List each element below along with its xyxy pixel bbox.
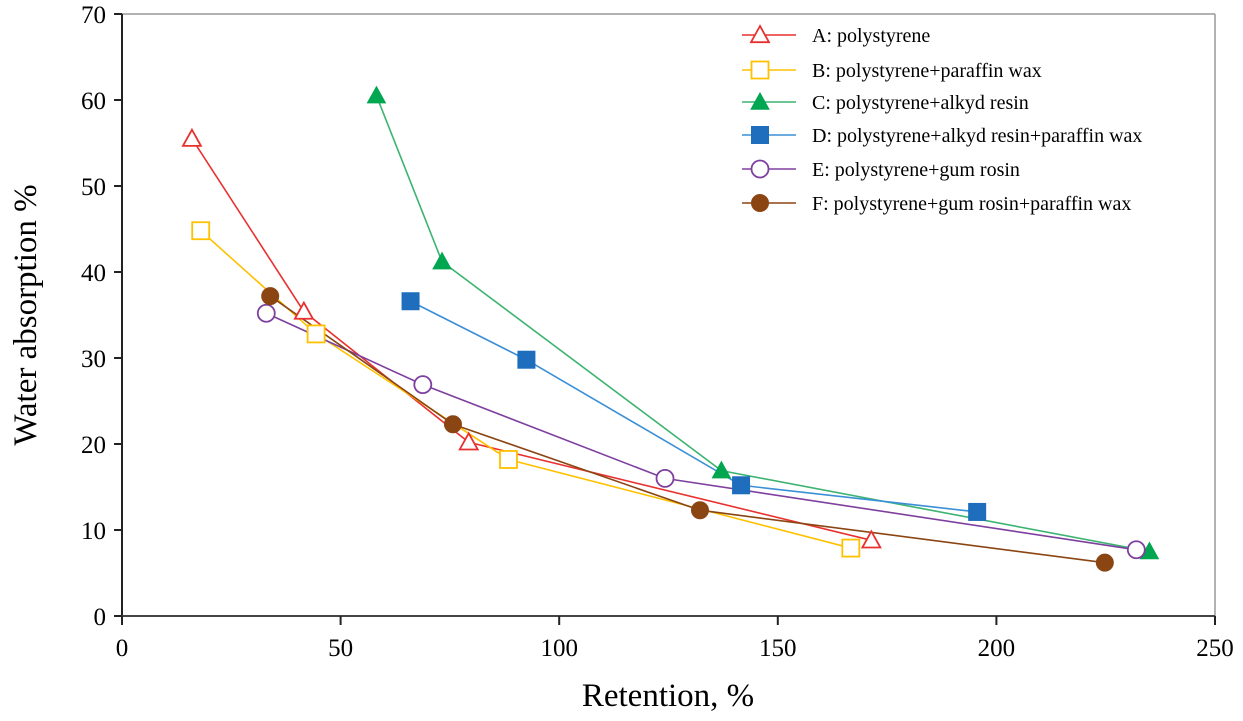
y-tick-label: 40 [81, 260, 106, 287]
data-point-f [261, 287, 280, 306]
legend-marker [750, 91, 770, 110]
x-tick-label: 250 [1196, 635, 1234, 662]
data-point-e [413, 375, 433, 395]
data-point-e [1126, 540, 1146, 560]
legend-label: B: polystyrene+paraffin wax [812, 60, 1042, 82]
x-tick-label: 50 [328, 635, 353, 662]
x-axis-label: Retention, % [582, 678, 754, 714]
data-point-e [256, 303, 276, 323]
data-point-b [499, 450, 518, 469]
series-line-f [269, 295, 1105, 564]
x-tick-label: 0 [116, 635, 129, 662]
series-lines [191, 95, 1150, 564]
data-point-d [401, 292, 420, 311]
data-point-d [732, 476, 751, 495]
x-tick-label: 200 [978, 635, 1016, 662]
data-point-c [366, 85, 387, 104]
legend-label: A: polystyrene [812, 25, 930, 47]
data-point-b [306, 324, 326, 344]
y-axis-label: Water absorption % [8, 184, 44, 445]
data-point-f [443, 415, 462, 434]
y-tick-label: 10 [81, 518, 106, 545]
legend-label: E: polystyrene+gum rosin [812, 159, 1020, 181]
legend-label: F: polystyrene+gum rosin+paraffin wax [812, 193, 1131, 215]
axes: 0 10 20 30 40 50 60 70 0 50 100 150 200 250 [81, 2, 1234, 662]
legend-marker [750, 159, 770, 179]
series-line-d [410, 300, 978, 513]
legend-marker [751, 194, 769, 212]
data-point-d [968, 502, 987, 521]
legend-marker [751, 126, 769, 144]
data-point-a [293, 300, 315, 320]
y-tick-label: 70 [81, 2, 106, 29]
data-point-f [690, 501, 709, 520]
y-tick-label: 30 [81, 346, 106, 373]
data-point-c [711, 460, 732, 479]
x-tick-label: 100 [540, 635, 578, 662]
data-point-e [655, 468, 675, 488]
data-point-b [841, 538, 861, 558]
x-tick-label: 150 [759, 635, 797, 662]
legend-marker [749, 24, 771, 44]
data-point-a [458, 431, 480, 451]
data-point-c [432, 251, 452, 270]
y-tick-label: 60 [81, 88, 106, 115]
data-point-a [860, 529, 882, 549]
legend: A: polystyrene B: polystyrene+paraffin wa… [742, 24, 1142, 215]
y-tick-label: 50 [81, 174, 106, 201]
y-tick-label: 20 [81, 432, 106, 459]
data-point-b [191, 221, 211, 241]
legend-label: D: polystyrene+alkyd resin+paraffin wax [812, 125, 1142, 147]
data-point-f [1095, 553, 1114, 572]
legend-marker [750, 60, 770, 80]
y-tick-label: 0 [94, 604, 107, 631]
data-point-d [517, 350, 536, 369]
data-point-a [181, 127, 203, 147]
legend-label: C: polystyrene+alkyd resin [812, 92, 1029, 114]
series-markers [181, 85, 1160, 572]
series-line-c [375, 95, 1150, 553]
series-line-b [200, 230, 852, 549]
